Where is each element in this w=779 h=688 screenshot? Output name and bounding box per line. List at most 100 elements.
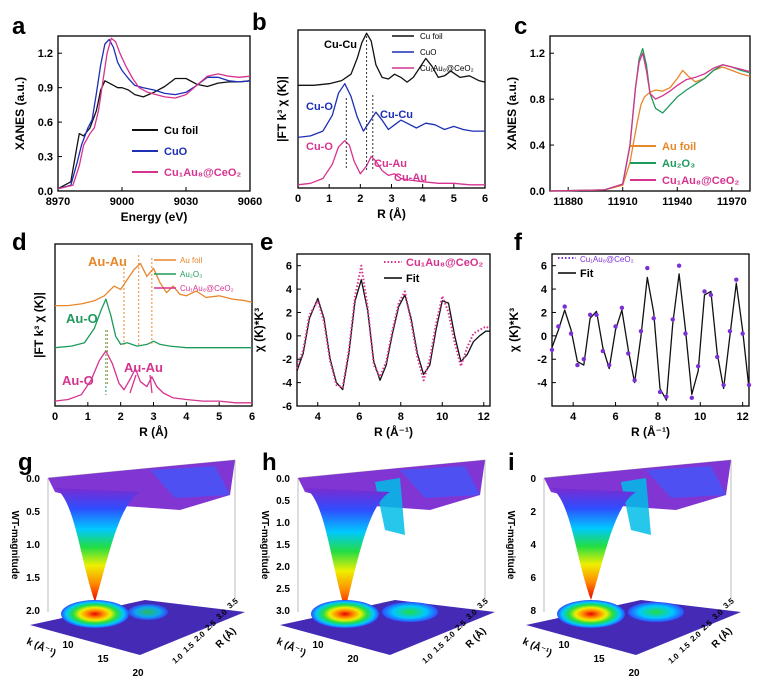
legend-label: Cu₁Au₈@CeO₂: [662, 175, 739, 187]
k-tick-label: 20: [347, 654, 359, 665]
heatmap-hotspot-secondary: [382, 602, 438, 622]
series-line: [54, 350, 252, 404]
y-tick-label: 0.6: [38, 117, 53, 129]
y-tick-label: 1.2: [530, 48, 545, 60]
y-tick-label: 6: [541, 261, 547, 273]
data-point: [721, 382, 726, 388]
y-tick-label: 0.8: [530, 94, 545, 106]
annotation: Cu-Au: [394, 172, 427, 184]
r-axis-label: R (Å): [708, 624, 734, 650]
k-tick-label: 20: [628, 668, 640, 679]
z-tick-label: 4: [530, 540, 536, 551]
data-point: [632, 378, 637, 383]
z-tick-label: 2.5: [276, 584, 290, 595]
data-point: [727, 328, 733, 334]
data-point: [683, 331, 688, 336]
surface-funnel: [55, 488, 140, 602]
legend-label: Cu₁Au₈@CeO₂: [420, 64, 474, 73]
r-tick-label: 3.5: [476, 596, 491, 610]
data-point: [549, 347, 555, 353]
y-tick-label: 2: [286, 307, 292, 319]
heatmap-hotspot: [61, 600, 129, 628]
r-tick-label: 1.5: [678, 640, 693, 654]
x-tick-label: 2: [357, 193, 363, 205]
x-tick-label: 5: [451, 193, 457, 205]
x-axis-label: R (Å): [377, 206, 406, 221]
data-point: [664, 394, 669, 399]
y-tick-label: 6: [286, 261, 292, 273]
plot-frame: [296, 253, 491, 407]
x-axis-label: Energy (eV): [121, 210, 188, 224]
series-line: [549, 66, 751, 192]
x-tick-label: 8: [655, 411, 661, 423]
x-tick-label: 2: [118, 411, 124, 423]
data-point: [715, 354, 720, 360]
x-tick-label: 11940: [662, 196, 692, 208]
z-tick-label: 3.0: [276, 606, 290, 617]
x-tick-label: 6: [249, 411, 255, 423]
r-tick-label: 3.5: [226, 596, 241, 610]
annotation: Cu-Cu: [324, 39, 357, 51]
k-axis-label: k (Å⁻¹): [25, 634, 58, 659]
x-tick-label: 0: [52, 411, 58, 423]
panel-e: 4 6 8 10 12 -6 -4 -2 0 2 4 6 R (Å⁻¹) χ (K)*K³ Cu₁Au₈@C…: [252, 253, 491, 439]
legend-label: CuO: [164, 146, 188, 158]
surface-ridge: [646, 466, 726, 498]
z-tick-label: 0.0: [26, 474, 40, 485]
legend-label: Au foil: [180, 256, 202, 265]
panel-b: 0 1 2 3 4 5 6 R (Å) |FT k³ χ (K)| Cu foil CuO Cu₁Au…: [275, 29, 488, 221]
data-point: [587, 312, 593, 317]
x-tick-label: 6: [612, 411, 618, 423]
z-tick-label: 0.0: [276, 474, 290, 485]
z-tick-label: 1.5: [26, 573, 40, 584]
y-axis-label: XANES (a.u.): [13, 77, 27, 150]
z-tick-label: 8: [530, 606, 536, 617]
data-point: [613, 324, 618, 329]
data-point: [619, 305, 625, 310]
x-tick-label: 1: [85, 411, 91, 423]
y-tick-label: -4: [537, 378, 548, 390]
z-tick-label: 2.0: [26, 606, 40, 617]
data-point: [606, 362, 612, 368]
r-tick-label: 1.0: [171, 651, 186, 665]
panel-letter: h: [262, 449, 277, 476]
annotation: Cu-O: [306, 141, 333, 153]
panel-d: 0 1 2 3 4 5 6 R (Å) |FT k³ χ (K)| Au foil Au₂O₃ Cu₁…: [32, 243, 255, 439]
y-tick-label: -4: [282, 378, 293, 390]
data-point: [702, 289, 707, 294]
y-tick-label: 0.0: [530, 186, 545, 198]
y-tick-label: -6: [282, 401, 292, 413]
legend-label: Cu₁Au₈@CeO₂: [180, 284, 234, 293]
z-tick-label: 1.5: [276, 540, 290, 551]
r-axis-label: R (Å): [462, 624, 488, 650]
z-axis-label: WT-magnitude: [9, 511, 20, 580]
annotation: Au-O: [66, 311, 98, 326]
x-tick-label: 10: [694, 411, 706, 423]
z-tick-label: 1.0: [26, 540, 40, 551]
panel-letter: e: [260, 229, 273, 256]
r-tick-label: 1.5: [432, 640, 447, 654]
data-point: [746, 382, 752, 388]
r-tick-label: 3.5: [722, 596, 737, 610]
y-axis-label: XANES (a.u.): [505, 77, 519, 150]
x-tick-label: 9030: [174, 196, 198, 208]
series-line: [551, 273, 750, 401]
surface-funnel: [551, 488, 636, 600]
k-tick-label: 15: [97, 654, 109, 665]
surface-ridge: [400, 466, 480, 498]
annotation: Cu-O: [306, 101, 333, 113]
data-point: [568, 331, 574, 336]
y-tick-label: 1.2: [38, 48, 53, 60]
legend-label: Fit: [580, 268, 594, 280]
panel-letter: d: [12, 229, 27, 256]
x-tick-label: 12: [737, 411, 749, 423]
z-tick-label: 2: [530, 507, 536, 518]
x-tick-label: 10: [436, 411, 448, 423]
data-point: [651, 316, 656, 321]
legend-label: Cu₁Au₈@CeO₂: [580, 255, 634, 264]
annotation: Au-Au: [124, 360, 163, 375]
k-tick-label: 20: [132, 668, 144, 679]
